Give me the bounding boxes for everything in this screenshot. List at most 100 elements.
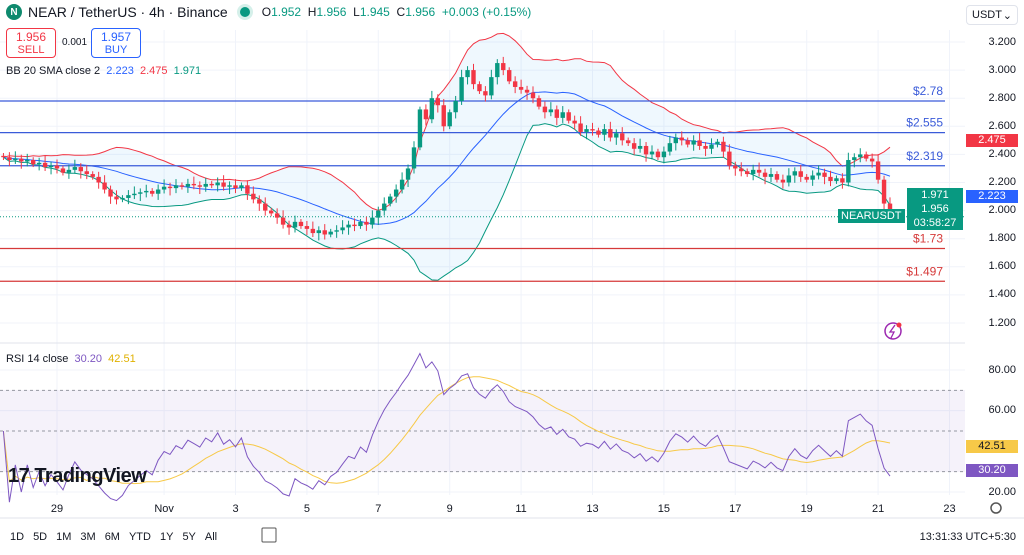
candle xyxy=(233,179,238,194)
lightning-icon[interactable] xyxy=(884,322,902,340)
calendar-icon[interactable] xyxy=(261,527,277,543)
candle-body xyxy=(739,168,744,172)
range-all[interactable]: All xyxy=(204,531,218,543)
candle-body xyxy=(816,172,821,176)
candle xyxy=(31,157,36,168)
candle-body xyxy=(786,175,792,183)
settings-gear-icon[interactable] xyxy=(990,502,1002,514)
candle-body xyxy=(352,224,357,227)
currency-select[interactable]: USDT ⌄ xyxy=(966,5,1018,25)
candle xyxy=(298,219,304,229)
candle-body xyxy=(828,176,833,182)
candle-body xyxy=(411,147,417,169)
candle-body xyxy=(792,171,797,176)
candle xyxy=(251,186,256,204)
candle-body xyxy=(643,145,649,155)
candle-body xyxy=(144,190,149,193)
candle xyxy=(399,172,405,194)
candle xyxy=(554,105,559,126)
candle-body xyxy=(185,183,191,187)
candle xyxy=(548,102,554,117)
candle xyxy=(132,186,137,200)
candle-body xyxy=(96,176,101,183)
range-5d[interactable]: 5D xyxy=(33,531,48,543)
candle xyxy=(209,181,214,189)
candle-body xyxy=(274,213,280,218)
candle xyxy=(869,153,875,168)
candle xyxy=(542,101,548,119)
price-tick-label: 2.400 xyxy=(988,147,1016,160)
price-tick-label: 1.800 xyxy=(988,232,1016,245)
candle xyxy=(227,181,232,195)
candle xyxy=(36,157,42,171)
candle-body xyxy=(399,179,405,190)
candle-body xyxy=(435,98,440,106)
candle xyxy=(822,168,827,185)
candle xyxy=(762,168,768,185)
range-1d[interactable]: 1D xyxy=(10,531,25,543)
bb-upper-badge: 2.475 xyxy=(966,134,1018,147)
clock[interactable]: 13:31:33 UTC+5:30 xyxy=(919,531,1016,543)
candle-body xyxy=(536,98,542,107)
candle xyxy=(405,164,411,187)
candle xyxy=(25,153,30,167)
candle xyxy=(524,85,530,100)
candle xyxy=(393,184,399,203)
candle xyxy=(495,59,500,85)
candle-body xyxy=(858,154,863,158)
candle xyxy=(875,154,881,184)
rsi-band-lines xyxy=(0,389,965,473)
buy-button[interactable]: 1.957 BUY xyxy=(91,28,141,58)
range-1y[interactable]: 1Y xyxy=(159,531,174,543)
range-3m[interactable]: 3M xyxy=(80,531,96,543)
level-label: $2.78 xyxy=(913,84,943,98)
candle xyxy=(816,165,821,180)
candle xyxy=(649,145,655,160)
candle-body xyxy=(334,230,339,232)
rsi-legend[interactable]: RSI 14 close 30.20 42.51 xyxy=(6,353,136,365)
time-tick-label: 15 xyxy=(658,503,670,515)
candle xyxy=(756,162,762,177)
candle xyxy=(786,168,792,187)
candle xyxy=(274,208,280,224)
range-6m[interactable]: 6M xyxy=(104,531,120,543)
candle-body xyxy=(881,179,887,204)
candle xyxy=(19,154,24,169)
candle xyxy=(376,206,381,225)
candle-body xyxy=(322,230,327,235)
range-1m[interactable]: 1M xyxy=(56,531,72,543)
range-ytd[interactable]: YTD xyxy=(128,531,151,543)
range-5y[interactable]: 5Y xyxy=(182,531,196,543)
candle xyxy=(42,155,48,171)
candle xyxy=(239,182,244,191)
candle-body xyxy=(417,109,423,148)
candle-body xyxy=(512,81,518,87)
sell-button[interactable]: 1.956 SELL xyxy=(6,28,56,58)
time-tick-label: 13 xyxy=(586,503,598,515)
time-tick-label: 7 xyxy=(375,503,381,515)
candle xyxy=(602,124,607,141)
candles xyxy=(1,56,893,241)
candle-body xyxy=(822,172,827,177)
symbol-title[interactable]: NEAR / TetherUS · 4h · Binance xyxy=(28,4,228,20)
ohlc-values: O1.952 H1.956 L1.945 C1.956 +0.003 (+0.1… xyxy=(261,5,532,19)
candle-body xyxy=(530,92,536,99)
bollinger-legend[interactable]: BB 20 SMA close 2 2.223 2.475 1.971 xyxy=(6,65,202,77)
candle-body xyxy=(42,162,48,168)
price-tick-label: 1.200 xyxy=(988,316,1016,329)
candle-body xyxy=(780,179,786,183)
candle-body xyxy=(649,151,655,155)
candle xyxy=(590,122,595,136)
candle-body xyxy=(388,196,393,204)
candle xyxy=(459,69,464,105)
price-tick-label: 1.400 xyxy=(988,288,1016,301)
candle xyxy=(739,162,744,177)
candle-body xyxy=(846,160,851,183)
near-logo-icon: N xyxy=(6,4,22,20)
candle xyxy=(614,129,619,145)
candle xyxy=(768,167,774,182)
candle xyxy=(72,159,78,174)
candle-body xyxy=(560,112,565,118)
candle xyxy=(138,188,143,202)
